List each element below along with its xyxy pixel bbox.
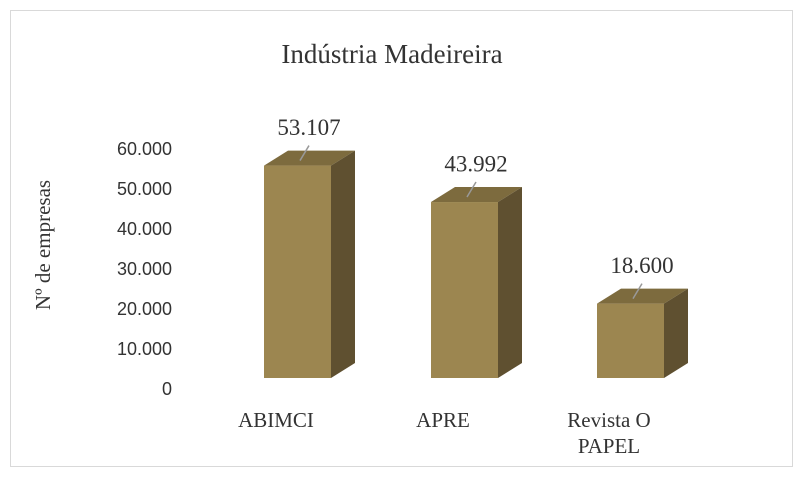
x-tick-label: APRE <box>416 408 470 432</box>
bar-top <box>431 187 522 203</box>
leader-line <box>632 283 643 299</box>
y-tick-label: 20.000 <box>117 299 172 319</box>
y-tick-label: 0 <box>162 379 172 399</box>
bar-top <box>597 288 688 304</box>
bar-side <box>498 187 522 378</box>
chart-title: Indústria Madeireira <box>281 39 502 69</box>
bar <box>431 202 498 378</box>
leader-line <box>299 145 310 161</box>
bar <box>264 165 331 378</box>
data-label: 43.992 <box>444 151 507 176</box>
y-tick-label: 30.000 <box>117 259 172 279</box>
y-axis-label: Nº de empresas <box>31 180 55 310</box>
leader-line <box>466 181 477 198</box>
bar <box>597 303 664 378</box>
x-tick-label: Revista O PAPEL <box>567 408 651 458</box>
y-tick-label: 50.000 <box>117 179 172 199</box>
chart-frame <box>10 10 793 467</box>
y-tick-label: 60.000 <box>117 139 172 159</box>
y-tick-label: 10.000 <box>117 339 172 359</box>
bar-side <box>664 288 688 378</box>
data-label: 53.107 <box>277 115 340 140</box>
y-tick-label: 40.000 <box>117 219 172 239</box>
x-tick-label: ABIMCI <box>238 408 314 432</box>
data-label: 18.600 <box>610 253 673 278</box>
bar-top <box>264 150 355 166</box>
bar-side <box>331 150 355 378</box>
